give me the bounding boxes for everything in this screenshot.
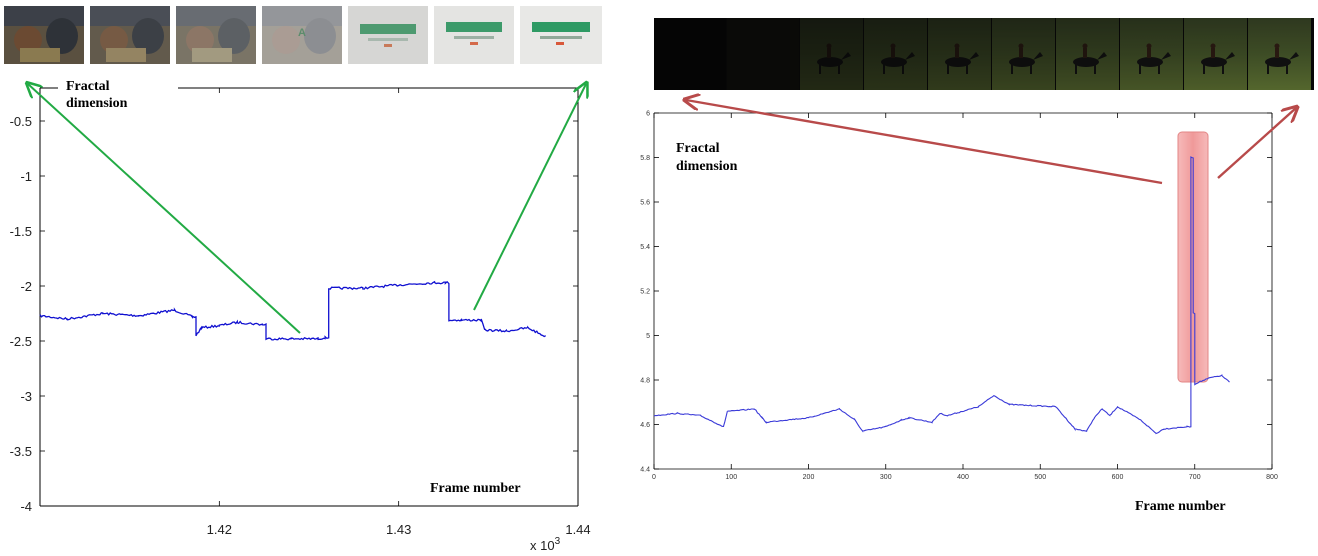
left-arrow-to-last-frame xyxy=(473,84,586,311)
y-tick-label: 6 xyxy=(646,111,650,118)
x-tick-label: 200 xyxy=(803,474,815,481)
left-thumb-5 xyxy=(348,6,428,64)
left-x-ticks: 1.42 1.43 1.44 xyxy=(207,88,591,537)
right-thumb-horse-9 xyxy=(1184,18,1247,90)
right-thumb-1 xyxy=(654,18,726,90)
y-tick-label: 4.4 xyxy=(640,467,650,474)
left-y-ticks: -0.5 -1 -1.5 -2 -2.5 -3 -3.5 -4 xyxy=(10,114,578,514)
right-arrow-to-last-frame xyxy=(1217,108,1296,179)
y-tick-label: 4.8 xyxy=(640,378,650,385)
right-arrow-to-first-frame xyxy=(686,100,1163,185)
right-xlabel: Frame number xyxy=(1135,499,1226,514)
y-tick-label: -1 xyxy=(20,169,32,184)
right-ylabel-line1: Fractal xyxy=(676,141,720,156)
x-tick-label: 1.42 xyxy=(207,522,232,537)
left-xlabel: Frame number xyxy=(430,481,521,496)
left-ylabel-line1: Fractal xyxy=(66,79,110,94)
x-tick-label: 800 xyxy=(1266,474,1278,481)
x-tick-label: 400 xyxy=(957,474,969,481)
left-label-backdrop xyxy=(58,68,178,116)
y-tick-label: -3.5 xyxy=(10,444,32,459)
left-arrow-to-first-frame xyxy=(28,84,301,334)
right-thumbs-horse xyxy=(800,18,1311,90)
svg-text:A: A xyxy=(298,27,306,39)
y-tick-label: 5 xyxy=(646,333,650,340)
right-thumb-2 xyxy=(727,18,799,90)
right-thumb-horse-6 xyxy=(992,18,1055,90)
left-ylabel-line2: dimension xyxy=(66,96,128,111)
y-tick-label: -1.5 xyxy=(10,224,32,239)
y-tick-label: 4.6 xyxy=(640,422,650,429)
right-thumb-horse-7 xyxy=(1056,18,1119,90)
right-thumb-horse-10 xyxy=(1248,18,1311,90)
left-thumb-3 xyxy=(176,6,256,64)
x-tick-label: 100 xyxy=(725,474,737,481)
right-series-line xyxy=(653,156,1230,435)
left-x-multiplier: x 103 xyxy=(530,536,561,553)
right-thumb-horse-5 xyxy=(928,18,991,90)
y-tick-label: 5.6 xyxy=(640,200,650,207)
x-tick-label: 0 xyxy=(652,474,656,481)
x-tick-label: 500 xyxy=(1034,474,1046,481)
right-thumbnail-strip xyxy=(654,18,1314,90)
left-plot-area xyxy=(39,87,579,507)
y-tick-label: -4 xyxy=(20,499,32,514)
y-tick-label: -2 xyxy=(20,279,32,294)
y-tick-label: -2.5 xyxy=(10,334,32,349)
x-tick-label: 300 xyxy=(880,474,892,481)
left-thumb-6 xyxy=(434,6,514,64)
y-tick-label: 5.8 xyxy=(640,155,650,162)
right-thumb-horse-8 xyxy=(1120,18,1183,90)
y-tick-label: 5.4 xyxy=(640,244,650,251)
y-tick-label: -3 xyxy=(20,389,32,404)
x-tick-label: 1.43 xyxy=(386,522,411,537)
right-y-ticks: 4.4 4.6 4.8 5 5.2 5.4 5.6 5.8 6 xyxy=(640,111,1272,474)
y-tick-label: -0.5 xyxy=(10,114,32,129)
x-tick-label: 600 xyxy=(1112,474,1124,481)
left-thumb-2 xyxy=(90,6,170,64)
x-tick-label: 1.44 xyxy=(565,522,590,537)
right-thumb-horse-3 xyxy=(800,18,863,90)
left-thumbnail-strip: A xyxy=(4,6,602,64)
right-ylabel-line2: dimension xyxy=(676,159,738,174)
right-thumb-horse-4 xyxy=(864,18,927,90)
left-thumb-4: A xyxy=(262,6,342,64)
y-tick-label: 5.2 xyxy=(640,289,650,296)
left-series-line xyxy=(39,280,547,341)
left-thumb-7 xyxy=(520,6,602,64)
left-thumb-1 xyxy=(4,6,84,64)
right-x-ticks: 0 100 200 300 400 500 600 700 800 xyxy=(652,113,1278,481)
x-tick-label: 700 xyxy=(1189,474,1201,481)
